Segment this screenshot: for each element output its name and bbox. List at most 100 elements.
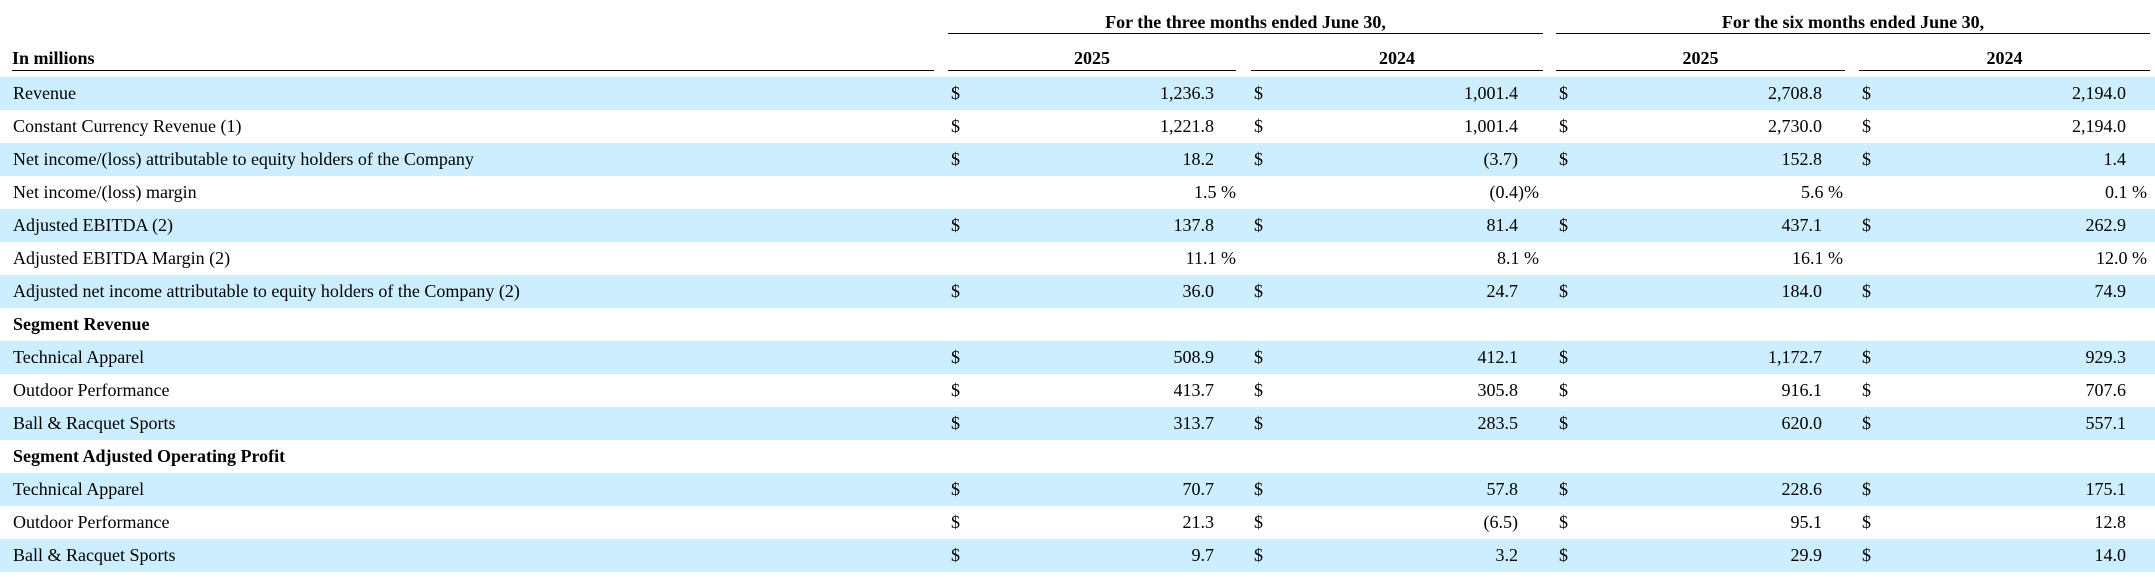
cell-value: 413.7 bbox=[1173, 380, 1215, 400]
header-six-months: For the six months ended June 30, bbox=[1556, 11, 2150, 34]
header-year-three-months-current: 2025 bbox=[948, 46, 1236, 71]
header-three-months: For the three months ended June 30, bbox=[948, 11, 1543, 34]
cell-value: 29.9 bbox=[1790, 545, 1823, 565]
currency-symbol: $ bbox=[951, 479, 960, 499]
cell-value: 81.4 bbox=[1486, 215, 1519, 235]
table-row: Net income/(loss) attributable to equity… bbox=[0, 143, 2155, 176]
row-label: Constant Currency Revenue (1) bbox=[13, 116, 242, 136]
currency-symbol: $ bbox=[1254, 545, 1263, 565]
row-label: Outdoor Performance bbox=[13, 512, 170, 532]
cell-value: 184.0 bbox=[1781, 281, 1823, 301]
currency-symbol: $ bbox=[1862, 83, 1871, 103]
table-row: Net income/(loss) margin 1.5 % (0.4)% 5.6 %… bbox=[0, 176, 2155, 209]
currency-symbol: $ bbox=[951, 116, 960, 136]
table-row: Adjusted EBITDA Margin (2) 11.1 % 8.1 % 16.… bbox=[0, 242, 2155, 275]
currency-symbol: $ bbox=[951, 215, 960, 235]
cell-value: 18.2 bbox=[1182, 149, 1215, 169]
currency-symbol: $ bbox=[1862, 380, 1871, 400]
cell-value: 14.0 bbox=[2094, 545, 2127, 565]
currency-symbol: $ bbox=[1254, 281, 1263, 301]
cell-value: 12.8 bbox=[2094, 512, 2127, 532]
cell-value: 57.8 bbox=[1486, 479, 1519, 499]
currency-symbol: $ bbox=[1862, 545, 1871, 565]
currency-symbol: $ bbox=[1862, 512, 1871, 532]
currency-symbol: $ bbox=[951, 380, 960, 400]
cell-value: 1,221.8 bbox=[1160, 116, 1214, 136]
currency-symbol: $ bbox=[1559, 347, 1568, 367]
cell-value: 16.1 % bbox=[1792, 248, 1843, 268]
cell-value: 2,730.0 bbox=[1768, 116, 1822, 136]
currency-symbol: $ bbox=[1862, 215, 1871, 235]
cell-value: 0.1 % bbox=[2105, 182, 2147, 202]
section-header-row: Segment Adjusted Operating Profit bbox=[0, 440, 2155, 473]
table-row: Adjusted EBITDA (2) $137.8 $81.4 $437.1 $262… bbox=[0, 209, 2155, 242]
cell-value: 1.5 % bbox=[1194, 182, 1236, 202]
table-row: Outdoor Performance $413.7 $305.8 $916.1 $70… bbox=[0, 374, 2155, 407]
table-row: Constant Currency Revenue (1) $1,221.8 $1,… bbox=[0, 110, 2155, 143]
table-row: Ball & Racquet Sports $9.7 $3.2 $29.9 $14.0 bbox=[0, 539, 2155, 572]
row-label: Outdoor Performance bbox=[13, 380, 170, 400]
currency-symbol: $ bbox=[1254, 215, 1263, 235]
cell-value: 508.9 bbox=[1173, 347, 1215, 367]
cell-value: 11.1 % bbox=[1185, 248, 1236, 268]
cell-value: 916.1 bbox=[1781, 380, 1823, 400]
section-label: Segment Adjusted Operating Profit bbox=[13, 446, 286, 466]
row-label: Adjusted EBITDA (2) bbox=[13, 215, 173, 235]
row-label: Adjusted EBITDA Margin (2) bbox=[13, 248, 231, 268]
currency-symbol: $ bbox=[1254, 149, 1263, 169]
cell-value: 412.1 bbox=[1477, 347, 1519, 367]
currency-symbol: $ bbox=[1254, 380, 1263, 400]
currency-symbol: $ bbox=[1254, 479, 1263, 499]
currency-symbol: $ bbox=[1559, 83, 1568, 103]
currency-symbol: $ bbox=[1559, 380, 1568, 400]
section-header-row: Segment Revenue bbox=[0, 308, 2155, 341]
currency-symbol: $ bbox=[1254, 512, 1263, 532]
cell-value: (0.4)% bbox=[1489, 182, 1539, 202]
currency-symbol: $ bbox=[1254, 347, 1263, 367]
row-label: Technical Apparel bbox=[13, 479, 145, 499]
header-year-three-months-prior: 2024 bbox=[1251, 46, 1543, 71]
table-body: Revenue $1,236.3 $1,001.4 $2,708.8 $2,194.0 C… bbox=[0, 77, 2155, 572]
cell-value: 24.7 bbox=[1486, 281, 1519, 301]
cell-value: 95.1 bbox=[1790, 512, 1823, 532]
header-year-six-months-prior: 2024 bbox=[1859, 46, 2150, 71]
currency-symbol: $ bbox=[1559, 149, 1568, 169]
header-year-six-months-current: 2025 bbox=[1556, 46, 1845, 71]
currency-symbol: $ bbox=[1254, 116, 1263, 136]
currency-symbol: $ bbox=[951, 83, 960, 103]
cell-value: 262.9 bbox=[2085, 215, 2127, 235]
cell-value: 5.6 % bbox=[1801, 182, 1843, 202]
cell-value: 313.7 bbox=[1173, 413, 1215, 433]
row-label: Ball & Racquet Sports bbox=[13, 545, 176, 565]
currency-symbol: $ bbox=[1862, 116, 1871, 136]
section-label: Segment Revenue bbox=[13, 314, 150, 334]
cell-value: 2,708.8 bbox=[1768, 83, 1822, 103]
currency-symbol: $ bbox=[951, 413, 960, 433]
table-row: Technical Apparel $508.9 $412.1 $1,172.7 $92… bbox=[0, 341, 2155, 374]
currency-symbol: $ bbox=[951, 149, 960, 169]
cell-value: 1,001.4 bbox=[1464, 116, 1518, 136]
cell-value: 152.8 bbox=[1781, 149, 1823, 169]
row-label: Ball & Racquet Sports bbox=[13, 413, 176, 433]
cell-value: 137.8 bbox=[1173, 215, 1215, 235]
cell-value: 1.4 bbox=[2103, 149, 2127, 169]
row-label: Technical Apparel bbox=[13, 347, 145, 367]
cell-value: 2,194.0 bbox=[2072, 83, 2126, 103]
row-label: Adjusted net income attributable to equi… bbox=[13, 281, 520, 301]
cell-value: 3.2 bbox=[1495, 545, 1519, 565]
column-header-row: In millions 2025 2024 2025 2024 bbox=[0, 46, 2155, 74]
table-row: Technical Apparel $70.7 $57.8 $228.6 $175.1 bbox=[0, 473, 2155, 506]
currency-symbol: $ bbox=[1862, 149, 1871, 169]
header-in-millions: In millions bbox=[12, 46, 934, 71]
currency-symbol: $ bbox=[951, 512, 960, 532]
currency-symbol: $ bbox=[951, 347, 960, 367]
currency-symbol: $ bbox=[1559, 479, 1568, 499]
cell-value: 21.3 bbox=[1182, 512, 1215, 532]
currency-symbol: $ bbox=[1559, 116, 1568, 136]
cell-value: 707.6 bbox=[2085, 380, 2127, 400]
currency-symbol: $ bbox=[951, 281, 960, 301]
currency-symbol: $ bbox=[1254, 83, 1263, 103]
cell-value: (3.7) bbox=[1483, 149, 1519, 169]
currency-symbol: $ bbox=[1862, 281, 1871, 301]
